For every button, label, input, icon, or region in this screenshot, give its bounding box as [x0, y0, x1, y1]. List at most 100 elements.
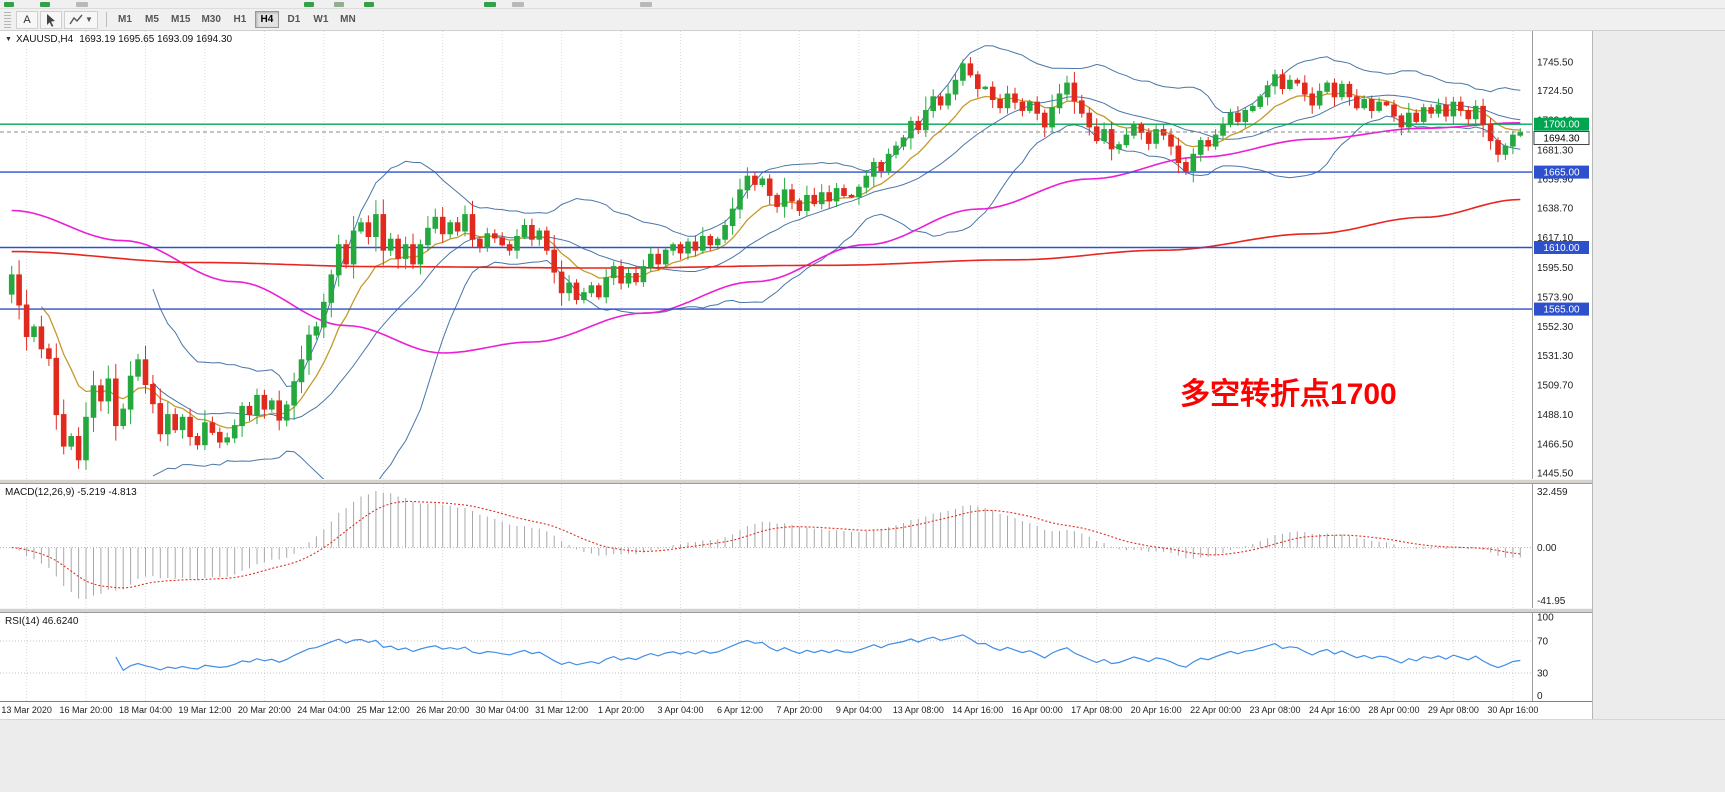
empty-area: [0, 719, 1725, 792]
price-chart[interactable]: 1745.501724.501703.101681.301659.901638.…: [0, 31, 1592, 479]
time-label: 20 Mar 20:00: [237, 705, 291, 715]
timeframe-button-mn[interactable]: MN: [340, 14, 356, 25]
cropped-icon: [4, 2, 14, 7]
svg-text:1595.50: 1595.50: [1537, 263, 1574, 274]
time-label: 30 Mar 04:00: [475, 705, 529, 715]
macd-pane: 32.459 0.00 -41.95 MACD(12,26,9) -5.219 -4…: [0, 484, 1592, 608]
svg-text:0.00: 0.00: [1537, 543, 1557, 554]
cursor-tool-button[interactable]: [40, 10, 62, 29]
timeframe-button-h1[interactable]: H1: [233, 14, 247, 25]
svg-text:1565.00: 1565.00: [1543, 305, 1580, 316]
timeframe-button-m1[interactable]: M1: [118, 14, 132, 25]
timeframe-button-d1[interactable]: D1: [287, 14, 301, 25]
time-label: 26 Mar 20:00: [416, 705, 470, 715]
symbol-period-label: XAUUSD,H4: [15, 34, 74, 45]
svg-text:0: 0: [1537, 691, 1543, 701]
time-label: 17 Apr 08:00: [1071, 705, 1123, 715]
line-studies-toolbar: A ▼ M1 M5 M15 M30 H1 H4 D1 W1 MN: [0, 9, 1725, 31]
time-label: 19 Mar 12:00: [178, 705, 232, 715]
time-label: 7 Apr 20:00: [776, 705, 823, 715]
pane-separator-2[interactable]: [0, 608, 1592, 613]
svg-text:1509.70: 1509.70: [1537, 380, 1574, 391]
svg-text:30: 30: [1537, 669, 1549, 680]
time-label: 18 Mar 04:00: [118, 705, 172, 715]
svg-text:1610.00: 1610.00: [1543, 243, 1580, 254]
rsi-label: RSI(14) 46.6240: [5, 616, 79, 627]
chart-title: ▼ XAUUSD,H4 1693.19 1695.65 1693.09 1694.3…: [5, 34, 232, 45]
truncated-toolbar-row: [0, 0, 1725, 9]
cropped-icon: [484, 2, 496, 7]
time-label: 1 Apr 20:00: [598, 705, 645, 715]
svg-text:1659.90: 1659.90: [1537, 175, 1574, 186]
svg-text:1745.50: 1745.50: [1537, 57, 1574, 68]
timeframe-button-m5[interactable]: M5: [145, 14, 159, 25]
toolbar-grip-icon: [4, 11, 11, 28]
svg-text:1552.30: 1552.30: [1537, 322, 1574, 333]
svg-text:32.459: 32.459: [1537, 487, 1568, 498]
timeframe-button-m30[interactable]: M30: [201, 14, 221, 25]
svg-text:1573.90: 1573.90: [1537, 292, 1574, 303]
rsi-pane: 100 70 30 0 RSI(14) 46.6240: [0, 613, 1592, 701]
svg-text:1638.70: 1638.70: [1537, 204, 1574, 215]
macd-chart[interactable]: 32.459 0.00 -41.95: [0, 484, 1592, 608]
svg-text:1445.50: 1445.50: [1537, 468, 1574, 479]
chart-window: 1745.501724.501703.101681.301659.901638.…: [0, 31, 1593, 719]
time-label: 31 Mar 12:00: [535, 705, 589, 715]
cropped-icon: [364, 2, 374, 7]
svg-text:1617.10: 1617.10: [1537, 233, 1574, 244]
timeframe-button-w1[interactable]: W1: [313, 14, 329, 25]
time-label: 24 Apr 16:00: [1308, 705, 1361, 715]
chevron-down-icon: ▼: [85, 15, 93, 24]
rsi-chart[interactable]: 100 70 30 0: [0, 613, 1592, 701]
cropped-icon: [512, 2, 524, 7]
time-label: 25 Mar 12:00: [356, 705, 410, 715]
time-label: 23 Apr 08:00: [1249, 705, 1301, 715]
timeframe-button-m15[interactable]: M15: [171, 14, 191, 25]
time-label: 16 Apr 00:00: [1011, 705, 1063, 715]
time-label: 20 Apr 16:00: [1130, 705, 1182, 715]
time-label: 30 Apr 16:00: [1487, 705, 1539, 715]
svg-text:1700.00: 1700.00: [1543, 120, 1580, 131]
cropped-icon: [334, 2, 344, 7]
chart-annotation-text[interactable]: 多空转折点1700: [1180, 378, 1397, 411]
timeframe-buttons: M1 M5 M15 M30 H1 H4 D1 W1 MN: [113, 11, 363, 28]
trendline-icon: [69, 14, 83, 24]
svg-text:1488.10: 1488.10: [1537, 410, 1574, 421]
text-tool-button[interactable]: A: [16, 10, 38, 29]
time-label: 13 Apr 08:00: [892, 705, 944, 715]
svg-text:1665.00: 1665.00: [1543, 168, 1580, 179]
cropped-icon: [76, 2, 88, 7]
shapes-dropdown[interactable]: ▼: [64, 10, 98, 29]
svg-text:1694.30: 1694.30: [1543, 134, 1580, 145]
cropped-icon: [640, 2, 652, 7]
svg-text:-41.95: -41.95: [1537, 596, 1566, 607]
main-chart-pane: 1745.501724.501703.101681.301659.901638.…: [0, 31, 1592, 479]
cropped-icon: [40, 2, 50, 7]
time-label: 16 Mar 20:00: [59, 705, 113, 715]
macd-label: MACD(12,26,9) -5.219 -4.813: [5, 487, 137, 498]
pane-separator-1[interactable]: [0, 479, 1592, 484]
time-label: 6 Apr 12:00: [716, 705, 763, 715]
time-label: 14 Apr 16:00: [952, 705, 1004, 715]
chart-context-menu-icon[interactable]: ▼: [5, 36, 12, 43]
time-label: 3 Apr 04:00: [657, 705, 704, 715]
cropped-icon: [304, 2, 314, 7]
svg-text:70: 70: [1537, 637, 1549, 648]
svg-text:100: 100: [1537, 613, 1554, 624]
svg-text:1466.50: 1466.50: [1537, 440, 1574, 451]
time-label: 28 Apr 00:00: [1368, 705, 1420, 715]
time-label: 9 Apr 04:00: [835, 705, 882, 715]
svg-text:1681.30: 1681.30: [1537, 145, 1574, 156]
time-label: 24 Mar 04:00: [297, 705, 351, 715]
time-label: 13 Mar 2020: [1, 705, 52, 715]
cursor-icon: [47, 13, 55, 27]
timeframe-button-h4[interactable]: H4: [254, 11, 279, 28]
time-axis[interactable]: 13 Mar 2020 16 Mar 20:00 18 Mar 04:00 19 Ma…: [0, 701, 1592, 719]
svg-text:1531.30: 1531.30: [1537, 351, 1574, 362]
svg-text:1724.50: 1724.50: [1537, 86, 1574, 97]
toolbar-separator: [106, 12, 107, 27]
time-label: 22 Apr 00:00: [1190, 705, 1242, 715]
time-label: 29 Apr 08:00: [1427, 705, 1479, 715]
ohlc-values-label: 1693.19 1695.65 1693.09 1694.30: [79, 34, 233, 45]
